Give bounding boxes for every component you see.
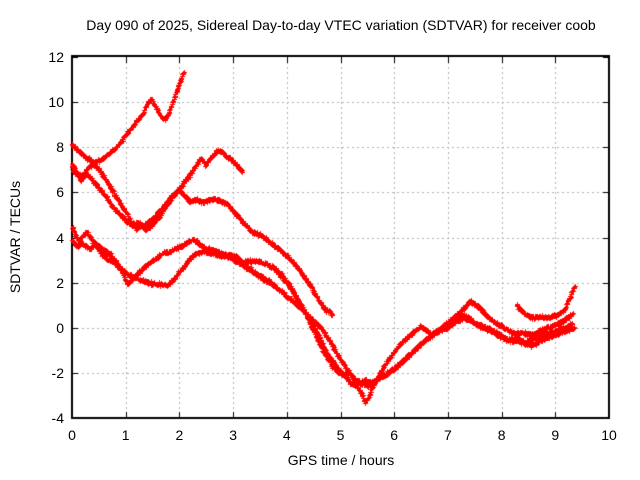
y-tick-label: -2 <box>51 364 64 381</box>
y-tick-label: 8 <box>56 139 64 156</box>
y-tick-label: 12 <box>48 49 64 65</box>
y-tick-label: -4 <box>51 410 64 426</box>
x-tick-label: 8 <box>497 427 506 443</box>
x-tick-label: 3 <box>229 427 237 443</box>
y-tick-label: 6 <box>56 184 64 201</box>
x-tick-label: 9 <box>551 427 560 443</box>
x-tick-label: 10 <box>601 427 617 443</box>
y-tick-label: 4 <box>56 229 64 246</box>
x-tick-label: 4 <box>282 427 291 443</box>
x-tick-label: 6 <box>390 427 399 443</box>
y-tick-label: 0 <box>56 319 64 336</box>
x-tick-label: 7 <box>443 427 452 443</box>
x-tick-label: 1 <box>121 427 130 443</box>
y-tick-label: 10 <box>48 94 64 111</box>
x-tick-label: 0 <box>68 427 76 443</box>
y-tick-label: 2 <box>56 274 64 291</box>
x-tick-label: 2 <box>175 427 184 443</box>
x-tick-label: 5 <box>336 427 345 443</box>
